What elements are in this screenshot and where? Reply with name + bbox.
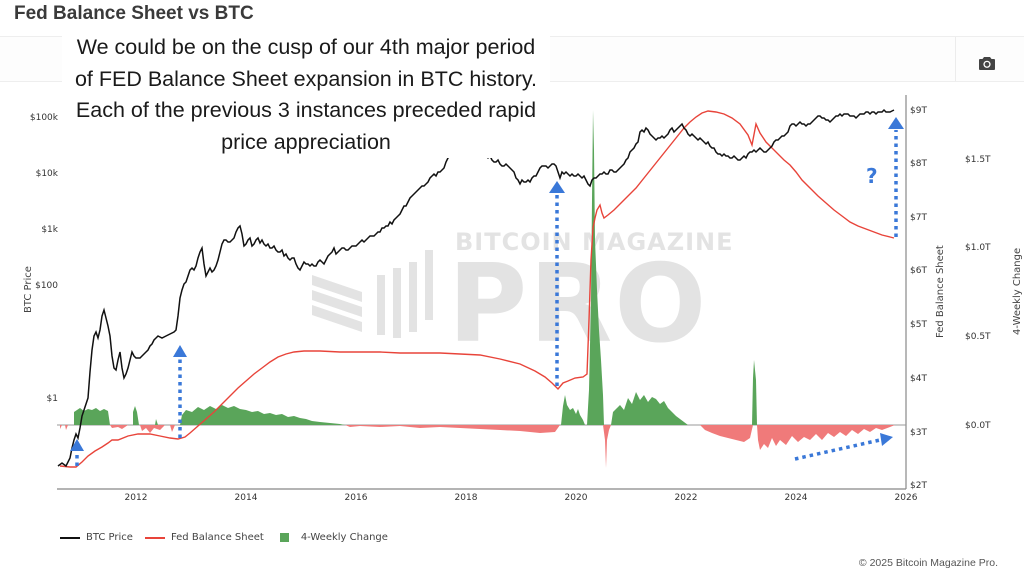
fed-line-swatch-icon [144,536,165,539]
toolbar-divider [955,37,956,81]
weekly-change-axis-label: 4-Weekly Change [1012,248,1023,335]
fed-axis-label: Fed Balance Sheet [935,245,946,338]
svg-text:2026: 2026 [895,493,918,503]
page-title: Fed Balance Sheet vs BTC [14,3,254,24]
annotation-text: We could be on the cusp of our 4th major… [62,32,550,158]
legend-label: Fed Balance Sheet [170,532,264,543]
svg-text:$1.0T: $1.0T [965,243,991,253]
svg-text:2014: 2014 [235,493,258,503]
watermark-logo-icon [312,250,433,338]
legend-item-fed-balance-sheet[interactable]: Fed Balance Sheet [144,532,264,543]
svg-text:2024: 2024 [785,493,808,503]
fed-axis: $9T $8T $7T $6T $5T $4T $3T $2T [910,106,927,491]
watermark: BITCOIN MAGAZINE PRO [312,228,733,367]
legend-item-btc-price[interactable]: BTC Price [60,532,133,543]
legend-label: 4-Weekly Change [300,532,388,543]
svg-text:$1.5T: $1.5T [965,155,991,165]
btc-line-swatch-icon [60,536,80,539]
svg-text:$6T: $6T [910,266,927,276]
svg-text:2018: 2018 [455,493,478,503]
svg-text:$9T: $9T [910,106,927,116]
fed-balance-sheet-line [59,110,895,468]
left-axis: $100k $10k $1k $100 $1 [30,113,59,404]
weekly-change-axis: $1.5T $1.0T $0.5T $0.0T [965,155,991,431]
watermark-line2: PRO [448,242,708,367]
svg-text:2012: 2012 [125,493,148,503]
bar-swatch-icon [279,533,289,542]
svg-text:$4T: $4T [910,374,927,384]
svg-text:$100: $100 [35,281,58,291]
copyright: © 2025 Bitcoin Magazine Pro. [858,557,998,569]
svg-text:$1: $1 [47,394,58,404]
svg-text:2022: 2022 [675,493,698,503]
camera-icon[interactable]: Download plot as a png [979,56,995,70]
legend-label: BTC Price [86,532,133,543]
svg-text:$7T: $7T [910,213,927,223]
svg-text:2016: 2016 [345,493,368,503]
svg-text:$10k: $10k [36,169,59,179]
expansion-arrows [75,130,898,466]
arrow-heads-icon [70,117,904,451]
svg-text:$100k: $100k [30,113,59,123]
svg-text:2020: 2020 [565,493,588,503]
svg-text:$2T: $2T [910,481,927,491]
svg-text:$8T: $8T [910,159,927,169]
svg-text:$5T: $5T [910,320,927,330]
x-axis: 2012 2014 2016 2018 2020 2022 2024 2026 [125,493,918,503]
question-mark: ? [866,164,878,188]
svg-text:$1k: $1k [41,225,58,235]
svg-text:$0.5T: $0.5T [965,332,991,342]
legend-item-weekly-change[interactable]: 4-Weekly Change [276,532,388,543]
svg-text:$3T: $3T [910,428,927,438]
svg-text:$0.0T: $0.0T [965,421,991,431]
legend: BTC Price Fed Balance Sheet 4-Weekly Cha… [60,532,400,543]
left-axis-label: BTC Price [23,266,34,313]
